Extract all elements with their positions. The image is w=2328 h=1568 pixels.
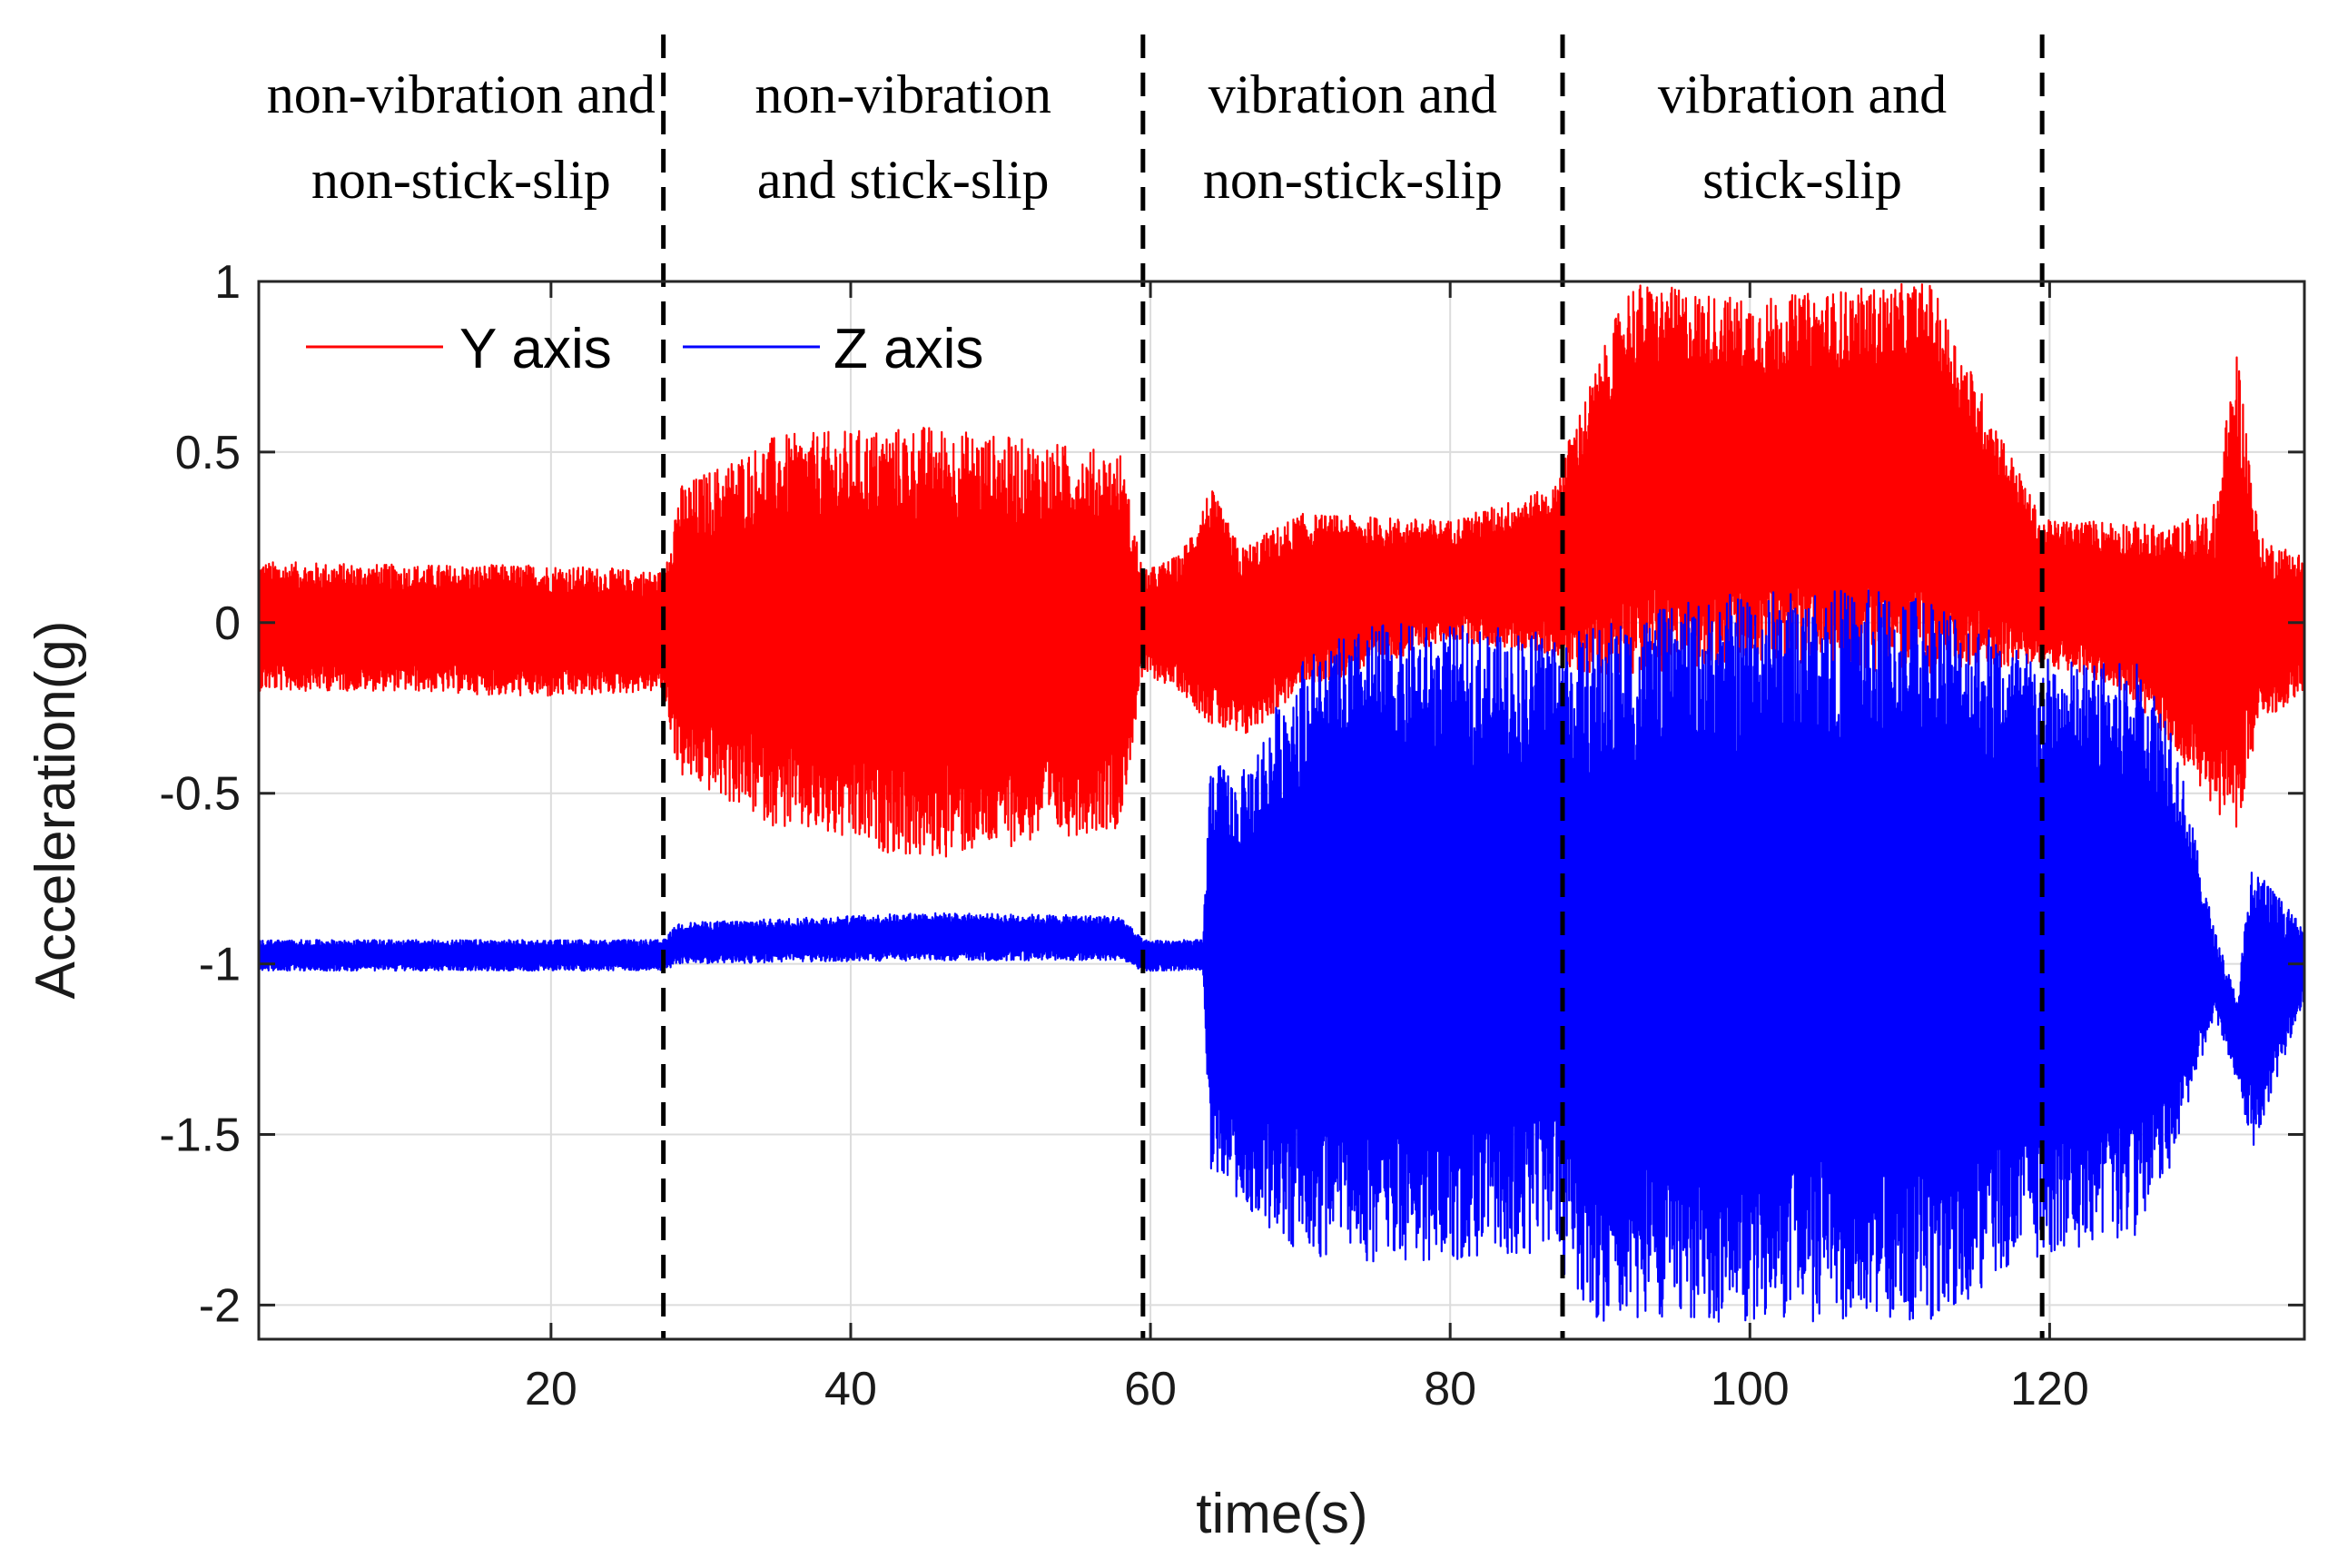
region-boundaries [661,35,2045,1339]
series-y-axis [259,282,2304,858]
x-tick-label: 80 [1424,1363,1476,1415]
x-tick-label: 60 [1124,1363,1177,1415]
plot-frame [257,280,2306,1341]
y-tick-label: -2 [199,1279,241,1332]
x-tick-label: 40 [824,1363,877,1415]
x-axis-label: time(s) [1196,1483,1367,1545]
region-label-line1: vibration and [1208,64,1497,124]
axis-ticks: 20 40 60 80 100 120 1 0.5 0 -0.5 -1 -1.5 -2 [159,256,2304,1415]
y-tick-label: -1.5 [159,1109,241,1162]
legend: Y axis Z axis [306,318,983,380]
region-labels: non-vibration and non-stick-slip non-vibra… [267,64,1947,210]
y-tick-label: -1 [199,939,241,991]
x-tick-label: 120 [2010,1363,2089,1415]
region-label-line2: and stick-slip [757,150,1050,210]
y-tick-label: 1 [214,256,241,309]
y-tick-label: 0.5 [175,427,241,479]
y-tick-label: -0.5 [159,768,241,821]
region-label-line1: non-vibration and [267,64,656,124]
series-layer [259,282,2304,1323]
region-label-line1: vibration and [1658,64,1947,124]
legend-label-z-axis: Z axis [834,318,983,380]
x-tick-label: 20 [525,1363,577,1415]
region-label-line1: non-vibration [755,64,1051,124]
y-tick-label: 0 [214,597,241,650]
region-label-line2: non-stick-slip [311,150,611,210]
region-label-line2: non-stick-slip [1203,150,1503,210]
legend-label-y-axis: Y axis [459,318,612,380]
y-axis-label: Acceleration(g) [25,621,87,1000]
series-z-axis [259,589,2304,1323]
x-tick-label: 100 [1711,1363,1790,1415]
region-label-line2: stick-slip [1702,150,1902,210]
